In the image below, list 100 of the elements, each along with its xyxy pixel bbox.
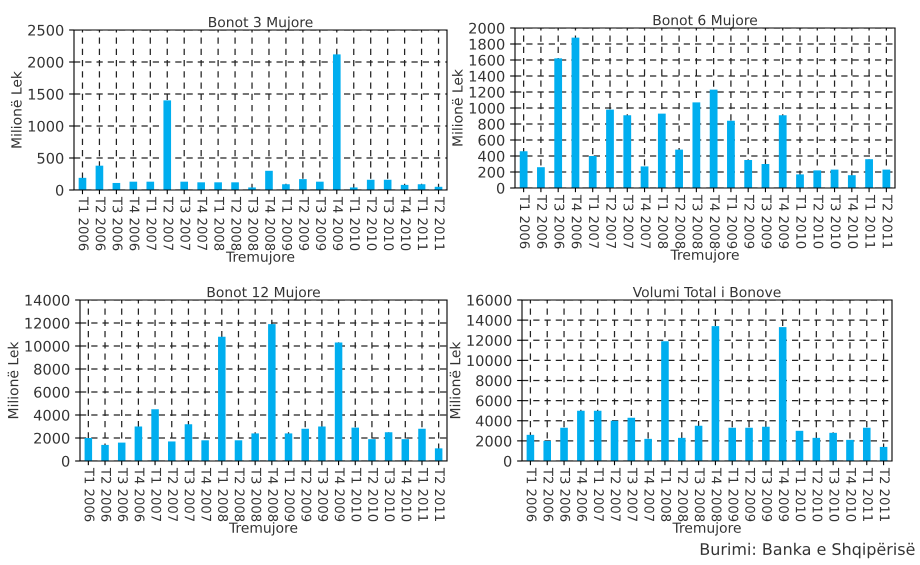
y-tick-label: 2000 [476, 436, 512, 447]
x-tick-label: T4 2010 [848, 194, 858, 248]
y-tick-label: 10000 [467, 355, 512, 366]
bar [745, 428, 753, 461]
x-tick-label: T1 2010 [796, 468, 806, 522]
bar [830, 170, 838, 188]
x-tick-label: T3 2007 [627, 468, 638, 522]
bar [402, 439, 410, 461]
x-tick-label: T3 2010 [384, 468, 395, 522]
x-tick-label: T1 2010 [796, 194, 806, 248]
x-tick-label: T1 2007 [594, 468, 604, 522]
x-tick-label: T2 2008 [678, 468, 688, 522]
x-tick-label: T4 2010 [400, 196, 411, 250]
bar [865, 159, 873, 188]
x-tick-label: T4 2008 [268, 468, 278, 522]
x-tick-label: T1 2009 [282, 196, 292, 250]
bar [710, 90, 718, 188]
bar [168, 441, 176, 461]
y-tick-label: 1000 [28, 120, 64, 132]
bar [537, 167, 545, 188]
y-tick-label: 800 [478, 118, 504, 130]
x-tick-label: T1 2009 [728, 468, 738, 522]
bar [197, 182, 205, 190]
bar [434, 448, 442, 461]
bar [284, 433, 292, 461]
x-tick-label: T3 2008 [692, 194, 703, 248]
x-tick-label: T2 2006 [96, 196, 106, 250]
x-tick-label: T1 2011 [862, 468, 873, 521]
bar [118, 442, 126, 461]
y-tick-label: 6000 [34, 386, 70, 398]
bar [560, 428, 568, 461]
bar [180, 182, 188, 190]
chart-title: Bonot 12 Mujore [208, 286, 320, 300]
y-axis-title: Milionë Lek [452, 69, 463, 146]
bar [640, 166, 648, 188]
x-tick-label: T2 2010 [368, 468, 378, 522]
y-tick-label: 400 [478, 150, 504, 162]
bar [554, 58, 562, 188]
y-tick-label: 0 [504, 456, 512, 467]
bar [644, 438, 652, 461]
bar [301, 428, 309, 461]
x-tick-label: T2 2009 [301, 468, 312, 522]
x-tick-label: T2 2011 [434, 468, 445, 521]
bar [526, 434, 534, 461]
x-tick-label: T2 2009 [299, 196, 310, 250]
x-tick-label: T1 2011 [418, 468, 428, 521]
bar [658, 114, 666, 188]
bar [692, 102, 700, 188]
x-axis-title: Tremujore [670, 249, 739, 263]
y-tick-label: 1600 [470, 54, 504, 66]
bar [678, 438, 686, 461]
bar [606, 110, 614, 188]
bar [231, 182, 239, 190]
x-tick-label: T4 2006 [134, 468, 145, 522]
bar [146, 182, 154, 190]
x-tick-label: T3 2010 [384, 196, 394, 250]
y-tick-label: 12000 [467, 334, 512, 346]
bar [588, 156, 597, 188]
bar [796, 174, 804, 188]
bar [265, 170, 273, 190]
y-tick-label: 2000 [469, 22, 504, 34]
bar [332, 54, 341, 190]
x-tick-label: T1 2008 [218, 468, 228, 522]
y-tick-label: 1500 [28, 88, 64, 100]
x-tick-label: T4 2010 [401, 468, 412, 522]
x-tick-label: T2 2008 [231, 196, 242, 250]
bar [796, 430, 804, 461]
x-tick-label: T2 2008 [234, 468, 245, 522]
x-tick-label: T4 2009 [334, 468, 345, 522]
bar [384, 432, 392, 461]
y-tick-label: 10000 [25, 340, 70, 352]
bar [712, 326, 720, 461]
y-tick-label: 1800 [470, 38, 504, 50]
bar [762, 164, 770, 188]
bar [218, 336, 226, 461]
x-tick-label: T1 2009 [284, 468, 295, 522]
y-tick-label: 2000 [28, 56, 64, 68]
x-tick-label: T3 2008 [694, 468, 705, 522]
x-tick-label: T2 2011 [434, 196, 445, 250]
x-tick-label: T3 2006 [560, 468, 570, 522]
x-tick-label: T3 2006 [118, 468, 128, 522]
y-tick-label: 500 [38, 152, 64, 164]
y-tick-label: 200 [478, 166, 504, 178]
bar [163, 100, 172, 190]
bar [829, 432, 837, 461]
bar [728, 428, 736, 461]
y-tick-label: 14000 [25, 294, 70, 306]
x-tick-label: T3 2007 [180, 196, 190, 250]
chart-title: Bonot 6 Mujore [654, 14, 758, 28]
y-tick-label: 1000 [470, 102, 504, 114]
chart-title: Bonot 3 Mujore [209, 16, 313, 30]
bar [268, 324, 276, 461]
x-tick-label: T2 2007 [168, 468, 178, 522]
text: Burimi: Banka e Shqipërisë [700, 542, 915, 558]
x-tick-label: T4 2009 [778, 468, 789, 522]
x-tick-label: T1 2009 [727, 194, 738, 248]
x-tick-label: T1 2011 [418, 196, 428, 250]
x-tick-label: T2 2011 [880, 468, 890, 521]
x-tick-label: T2 2007 [610, 468, 621, 522]
x-tick-label: T3 2009 [318, 468, 328, 522]
